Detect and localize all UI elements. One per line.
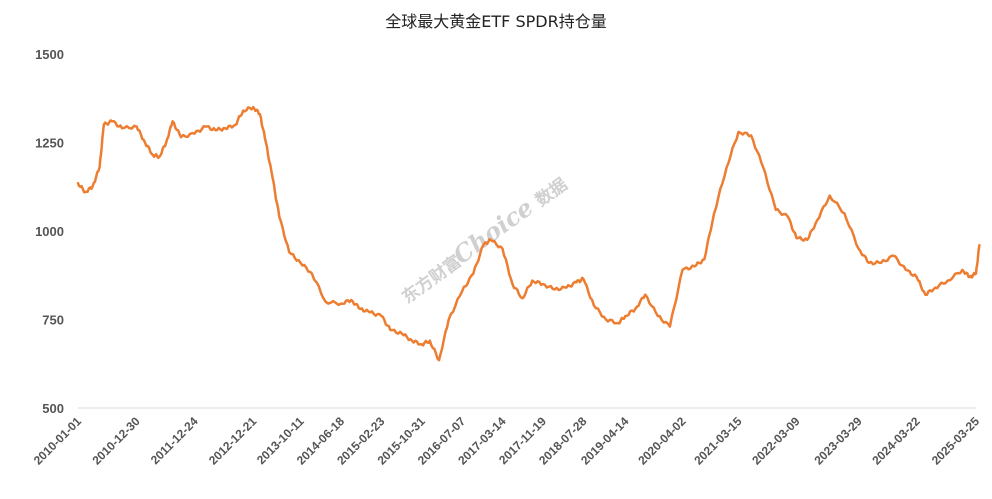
watermark-cn-left: 东方财富 — [398, 251, 465, 308]
plot-area — [76, 105, 981, 362]
x-tick-label: 2021-03-15 — [691, 414, 745, 468]
x-tick-label: 2010-01-01 — [31, 414, 85, 468]
chart-title: 全球最大黄金ETF SPDR持仓量 — [385, 12, 606, 31]
x-tick-label: 2022-03-09 — [749, 414, 803, 468]
x-tick-label: 2020-04-02 — [635, 414, 689, 468]
x-tick-label: 2010-12-30 — [89, 414, 143, 468]
x-tick-label: 2024-03-22 — [869, 414, 923, 468]
y-tick-label: 1250 — [35, 136, 64, 151]
series-line-0 — [76, 105, 981, 362]
y-tick-label: 1500 — [35, 47, 64, 62]
x-tick-label: 2011-12-24 — [148, 414, 201, 467]
x-tick-label: 2012-12-21 — [206, 414, 260, 468]
x-axis: 2010-01-01 2010-12-30 2011-12-24 2012-12-21… — [31, 407, 983, 468]
x-tick-label: 2023-03-29 — [811, 414, 865, 468]
x-tick-label: 2025-03-25 — [929, 414, 983, 468]
watermark: 东方财富 Choice 数据 — [398, 174, 571, 308]
y-tick-label: 500 — [42, 401, 64, 416]
watermark-cn-right: 数据 — [531, 174, 571, 211]
y-tick-label: 750 — [42, 313, 64, 328]
y-tick-label: 1000 — [35, 224, 64, 239]
watermark-en: Choice — [447, 192, 538, 269]
y-axis: 500 750 1000 1250 1500 — [35, 47, 64, 416]
